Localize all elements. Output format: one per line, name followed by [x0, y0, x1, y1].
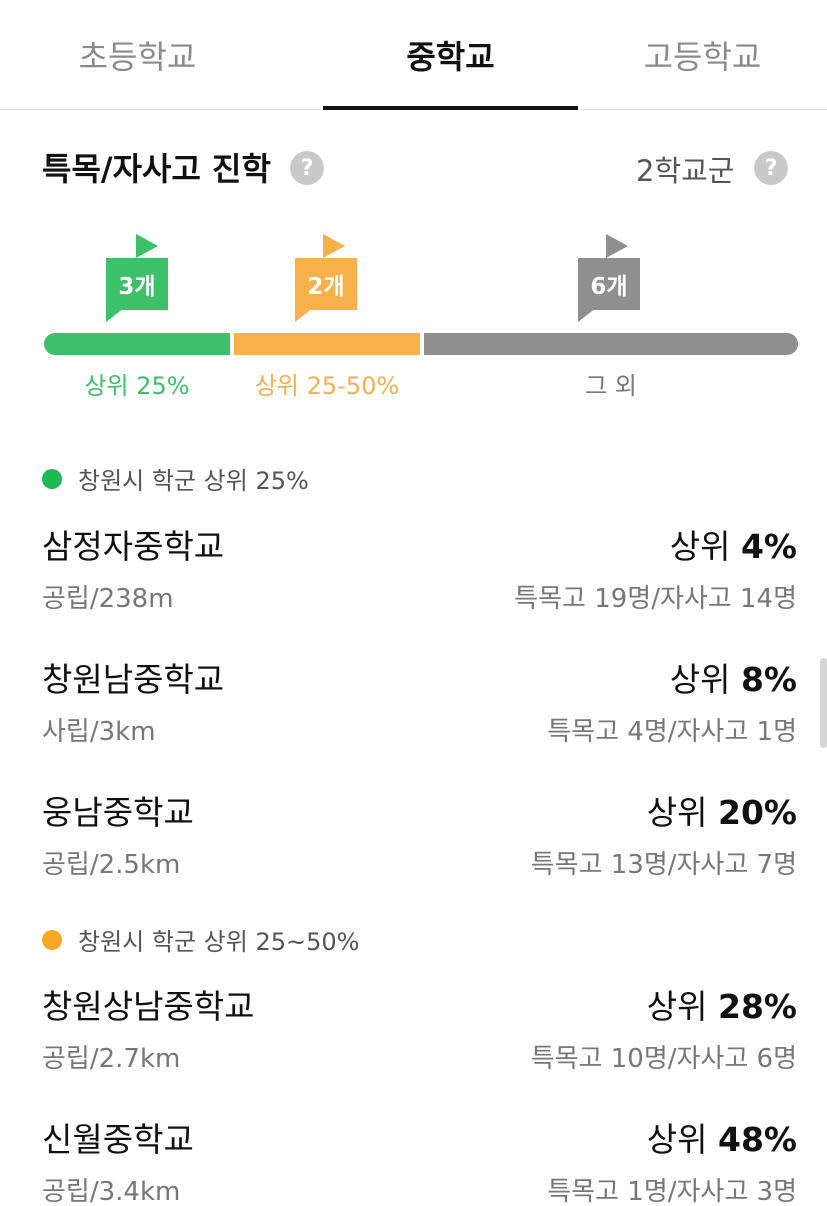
school-meta: 공립/2.7km	[42, 1044, 181, 1074]
rank-prefix: 상위	[669, 527, 741, 566]
rank-value: 4%	[740, 527, 797, 566]
school-meta: 공립/3.4km	[42, 1177, 181, 1206]
school-item[interactable]: 창원남중학교 상위 8% 사립/3km 특목고 4명/자사고 1명	[42, 653, 797, 763]
school-meta: 공립/238m	[42, 584, 174, 614]
flag-count-top50: 2개	[295, 258, 357, 310]
flag-count-other: 6개	[578, 258, 640, 310]
school-stats: 특목고 13명/자사고 7명	[530, 850, 797, 880]
school-item[interactable]: 신월중학교 상위 48% 공립/3.4km 특목고 1명/자사고 3명	[42, 1113, 797, 1206]
flag-marker-top50: 2개	[295, 234, 365, 326]
school-cluster-label: 2학교군	[636, 154, 735, 188]
flag-icon	[606, 234, 628, 258]
rank-prefix: 상위	[646, 793, 718, 832]
bar-segment-top50	[234, 333, 420, 355]
rank-prefix: 상위	[669, 660, 741, 699]
group-header-top50: 창원시 학군 상위 25~50%	[42, 922, 359, 957]
rank-prefix: 상위	[646, 1120, 718, 1159]
tab-middle[interactable]: 중학교	[406, 38, 495, 76]
school-stats: 특목고 1명/자사고 3명	[547, 1177, 797, 1206]
bar-segment-other	[424, 333, 798, 355]
school-name: 삼정자중학교	[42, 527, 225, 566]
flag-marker-top25: 3개	[106, 234, 176, 326]
orange-dot-icon	[42, 929, 62, 950]
school-item[interactable]: 웅남중학교 상위 20% 공립/2.5km 특목고 13명/자사고 7명	[42, 786, 797, 896]
rank-value: 20%	[718, 793, 797, 832]
school-stats: 특목고 4명/자사고 1명	[547, 717, 797, 747]
active-tab-indicator	[323, 106, 578, 110]
bar-label-other: 그 외	[585, 372, 637, 400]
rank-value: 48%	[718, 1120, 797, 1159]
school-rank: 상위 20%	[647, 786, 797, 834]
school-stats: 특목고 19명/자사고 14명	[514, 584, 797, 614]
school-name: 창원상남중학교	[42, 987, 255, 1026]
tab-elementary[interactable]: 초등학교	[78, 38, 197, 76]
flag-tail	[106, 308, 124, 322]
group-label: 창원시 학군 상위 25~50%	[78, 928, 360, 956]
school-rank: 상위 4%	[670, 520, 797, 568]
school-level-tabs: 초등학교 중학교 고등학교	[0, 0, 827, 110]
bar-label-top25: 상위 25%	[84, 372, 190, 400]
flag-count-top25: 3개	[106, 258, 168, 310]
school-rank: 상위 8%	[670, 653, 797, 701]
school-name: 창원남중학교	[42, 660, 225, 699]
green-dot-icon	[42, 468, 62, 489]
school-item[interactable]: 삼정자중학교 상위 4% 공립/238m 특목고 19명/자사고 14명	[42, 520, 797, 630]
group-header-top25: 창원시 학군 상위 25%	[42, 461, 309, 496]
flag-icon	[323, 234, 345, 258]
school-stats: 특목고 10명/자사고 6명	[530, 1044, 797, 1074]
school-rank: 상위 28%	[647, 980, 797, 1028]
school-name: 웅남중학교	[42, 793, 194, 832]
cluster-help-icon[interactable]: ?	[754, 151, 788, 185]
help-icon[interactable]: ?	[290, 151, 324, 185]
group-label: 창원시 학군 상위 25%	[78, 467, 309, 495]
rank-prefix: 상위	[646, 987, 718, 1026]
flag-marker-other: 6개	[578, 234, 648, 326]
bar-label-top50: 상위 25-50%	[254, 372, 400, 400]
scrollbar[interactable]	[820, 658, 827, 748]
tab-high[interactable]: 고등학교	[643, 38, 762, 76]
school-meta: 공립/2.5km	[42, 850, 181, 880]
flag-tail	[295, 308, 313, 322]
school-name: 신월중학교	[42, 1120, 194, 1159]
school-item[interactable]: 창원상남중학교 상위 28% 공립/2.7km 특목고 10명/자사고 6명	[42, 980, 797, 1090]
rank-value: 8%	[740, 660, 797, 699]
flag-tail	[578, 308, 596, 322]
flag-icon	[136, 234, 158, 258]
bar-segment-top25	[44, 333, 230, 355]
rank-value: 28%	[718, 987, 797, 1026]
school-rank: 상위 48%	[647, 1113, 797, 1161]
school-meta: 사립/3km	[42, 717, 156, 747]
section-title: 특목/자사고 진학	[42, 150, 271, 188]
